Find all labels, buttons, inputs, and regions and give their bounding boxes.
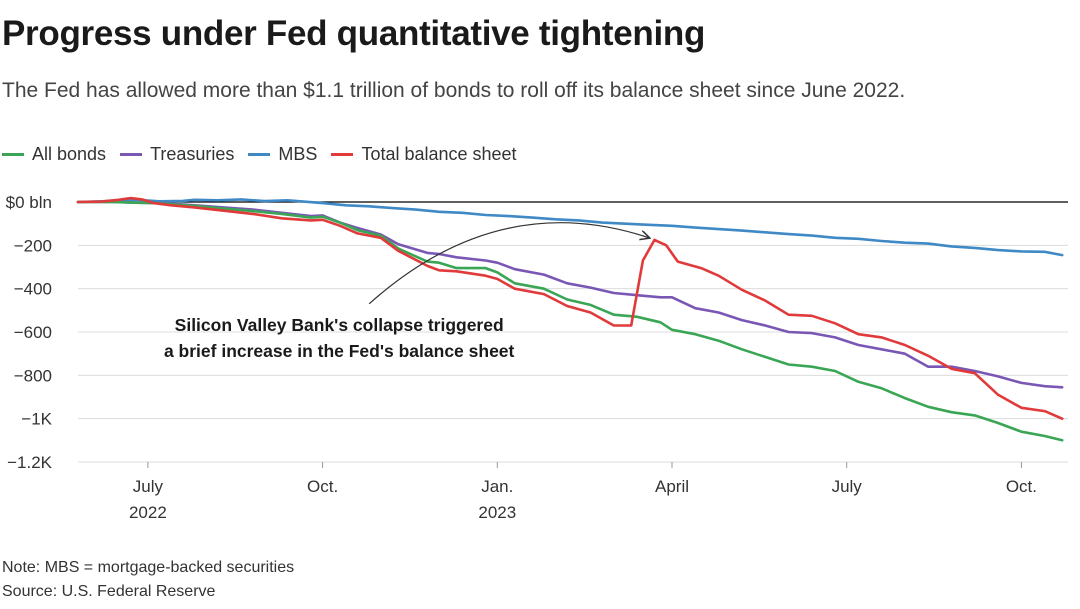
footer-notes: Note: MBS = mortgage-backed securities S… bbox=[2, 556, 294, 604]
annotation-layer: Silicon Valley Bank's collapse triggered… bbox=[164, 222, 649, 361]
legend-swatch-mbs bbox=[248, 152, 271, 156]
axis-layer: $0 bln −200 −400 −600 −800 −1K −1.2K July 2022 Oc… bbox=[6, 193, 1037, 522]
y-tick-label: −800 bbox=[14, 366, 52, 385]
y-tick-label: −1K bbox=[21, 410, 52, 429]
legend-item-mbs: MBS bbox=[248, 144, 317, 165]
annotation-arrow bbox=[368, 222, 649, 305]
legend: All bonds Treasuries MBS Total balance s… bbox=[2, 142, 531, 166]
annotation-text-line2: a brief increase in the Fed's balance sh… bbox=[164, 341, 515, 361]
legend-label-mbs: MBS bbox=[278, 143, 318, 164]
x-tick-year-label: 2023 bbox=[478, 503, 516, 522]
grid-layer bbox=[78, 201, 1068, 463]
chart-subtitle: The Fed has allowed more than $1.1 trill… bbox=[2, 79, 906, 102]
x-tick-label: Oct. bbox=[307, 477, 338, 496]
footer-source: Source: U.S. Federal Reserve bbox=[2, 583, 216, 600]
legend-swatch-total-balance-sheet bbox=[331, 152, 354, 156]
legend-item-treasuries: Treasuries bbox=[120, 144, 234, 165]
y-tick-label: −200 bbox=[14, 236, 52, 255]
series-line-treasuries bbox=[76, 200, 1064, 389]
y-tick-label: $0 bln bbox=[6, 193, 52, 212]
series-line-mbs bbox=[76, 198, 1064, 257]
x-tick-label: April bbox=[655, 477, 689, 496]
annotation-text-line1: Silicon Valley Bank's collapse triggered bbox=[175, 315, 504, 335]
chart-title: Progress under Fed quantitative tighteni… bbox=[2, 14, 706, 53]
legend-label-all-bonds: All bonds bbox=[32, 143, 107, 164]
legend-item-total-balance-sheet: Total balance sheet bbox=[331, 143, 517, 165]
x-tick-label: July bbox=[832, 477, 863, 496]
legend-label-treasuries: Treasuries bbox=[150, 143, 235, 164]
x-tick-label: July bbox=[133, 477, 164, 496]
legend-label-total-balance-sheet: Total balance sheet bbox=[361, 143, 517, 164]
series-line-total-balance-sheet bbox=[76, 196, 1064, 420]
x-tick-label: Oct. bbox=[1006, 477, 1037, 496]
x-tick-year-label: 2022 bbox=[129, 503, 167, 522]
series-layer bbox=[76, 196, 1064, 442]
footer-note: Note: MBS = mortgage-backed securities bbox=[2, 559, 295, 576]
legend-item-all-bonds: All bonds bbox=[2, 144, 106, 165]
legend-swatch-all-bonds bbox=[2, 152, 24, 156]
y-tick-label: −600 bbox=[14, 323, 52, 342]
y-tick-label: −400 bbox=[14, 280, 52, 299]
x-tick-label: Jan. bbox=[481, 477, 513, 496]
y-tick-label: −1.2K bbox=[7, 453, 53, 472]
legend-swatch-treasuries bbox=[120, 152, 143, 156]
series-line-all-bonds bbox=[76, 200, 1064, 442]
